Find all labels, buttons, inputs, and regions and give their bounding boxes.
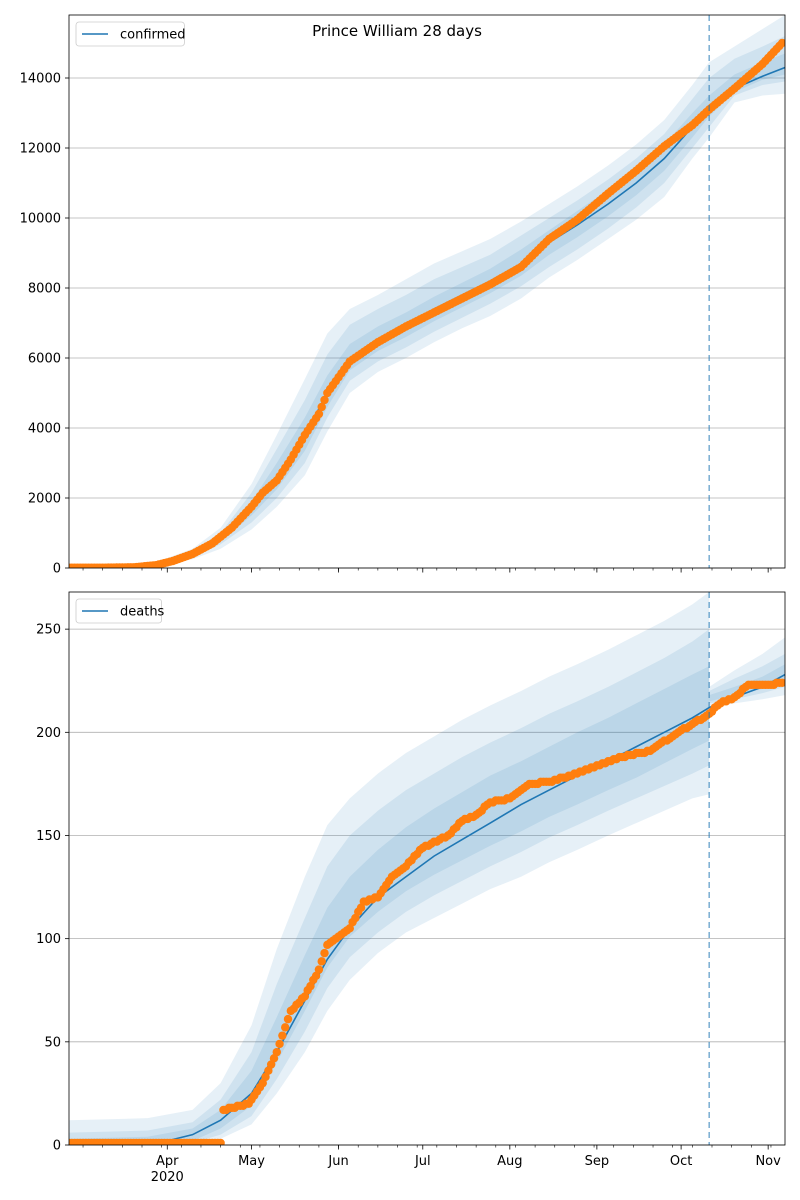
- axes-frame: [68, 591, 786, 1146]
- y-tick-label: 200: [36, 726, 61, 741]
- x-tick-year-label: 2020: [151, 1170, 184, 1185]
- y-tick-label: 100: [36, 932, 61, 947]
- observed-point: [216, 1138, 225, 1145]
- confidence-band: [69, 36, 785, 568]
- legend-label: deaths: [120, 605, 165, 620]
- observed-point: [320, 395, 329, 405]
- x-tick-label: Oct: [670, 1154, 692, 1169]
- x-tick-label: May: [238, 1154, 265, 1169]
- y-tick-label: 0: [53, 1139, 61, 1154]
- plot-area: [69, 15, 785, 568]
- y-tick-label: 250: [36, 623, 61, 638]
- y-tick-label: 10000: [20, 212, 61, 227]
- plot-area: [69, 592, 785, 1145]
- observed-point: [275, 1039, 284, 1049]
- observed-point: [281, 1023, 290, 1032]
- x-tick-label: Apr: [156, 1154, 179, 1169]
- observed-point: [314, 965, 324, 974]
- x-tick-label: Aug: [497, 1154, 522, 1169]
- observed-point: [314, 409, 324, 419]
- observed-point: [317, 402, 326, 412]
- confidence-band: [69, 53, 785, 568]
- confidence-band: [69, 664, 785, 1145]
- x-tick-label: Jul: [414, 1154, 431, 1169]
- observed-point: [278, 1031, 287, 1040]
- y-tick-label: 6000: [28, 352, 61, 367]
- y-tick-label: 8000: [28, 282, 61, 297]
- legend-box: [75, 598, 162, 624]
- confidence-band: [69, 592, 785, 1145]
- y-tick-label: 150: [36, 829, 61, 844]
- observed-point: [777, 678, 785, 687]
- y-tick-label: 0: [53, 562, 61, 577]
- y-tick-label: 4000: [28, 422, 61, 437]
- confidence-band: [69, 15, 785, 568]
- legend-label: confirmed: [120, 28, 186, 43]
- observed-point: [777, 38, 785, 48]
- model-line: [69, 673, 785, 1145]
- x-tick-label: Nov: [755, 1154, 781, 1169]
- observed-point: [272, 1047, 281, 1057]
- observed-point: [320, 948, 329, 958]
- observed-point: [317, 957, 326, 966]
- y-tick-label: 50: [44, 1035, 61, 1050]
- axes-frame: [68, 14, 786, 569]
- x-tick-label: Jun: [327, 1154, 348, 1169]
- y-tick-label: 14000: [20, 72, 61, 87]
- x-tick-label: Sep: [585, 1154, 610, 1169]
- legend-box: [75, 21, 185, 47]
- figure-title: Prince William 28 days: [312, 22, 482, 40]
- y-tick-label: 12000: [20, 142, 61, 157]
- y-tick-label: 2000: [28, 492, 61, 507]
- confirmed-panel: 0 2000 4000 6000 8000 10000 12000 14000 confirme…: [20, 14, 786, 577]
- observed-point: [283, 1014, 293, 1024]
